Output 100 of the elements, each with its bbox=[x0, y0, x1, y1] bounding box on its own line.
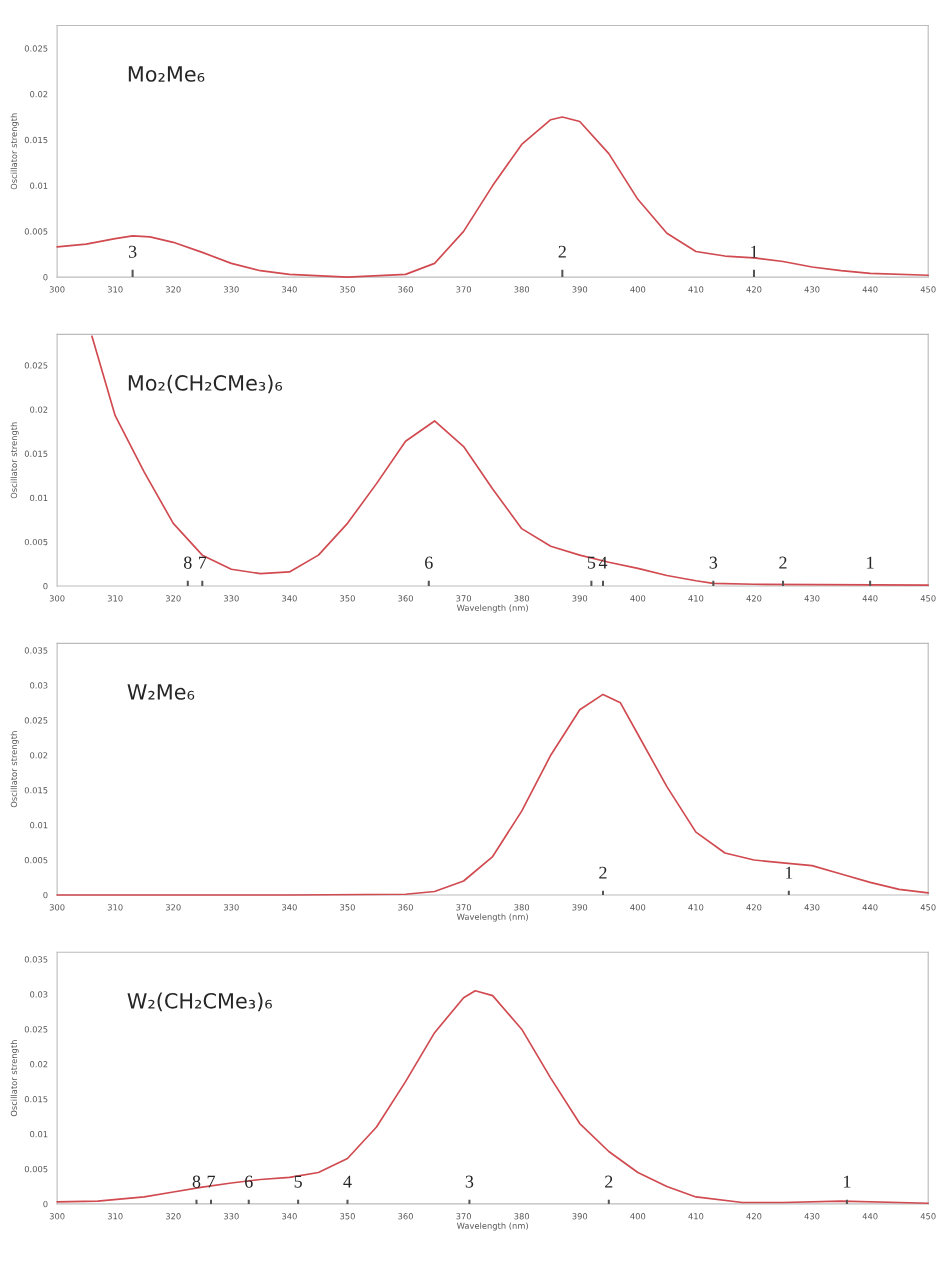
y-tick-label: 0 bbox=[43, 1200, 48, 1208]
x-tick-label: 390 bbox=[572, 595, 588, 602]
x-tick-label: 310 bbox=[107, 595, 123, 602]
x-tick-label: 380 bbox=[514, 1213, 530, 1220]
y-tick-label: 0.015 bbox=[24, 136, 48, 144]
annotation: 1 bbox=[867, 556, 874, 569]
x-tick-label: 350 bbox=[340, 904, 355, 911]
annotation: 3 bbox=[709, 556, 718, 569]
x-tick-label: 360 bbox=[398, 1213, 413, 1220]
y-tick-label: 0.005 bbox=[24, 857, 48, 864]
x-tick-label: 350 bbox=[340, 286, 355, 293]
x-tick-label: 370 bbox=[456, 1213, 472, 1220]
x-tick-label: 300 bbox=[49, 286, 65, 293]
annotation: 7 bbox=[198, 556, 207, 569]
x-tick-label: 300 bbox=[49, 595, 65, 602]
text: W₂(CH₂CMe₃)₆ bbox=[127, 992, 272, 1012]
x-tick-label: 410 bbox=[688, 1213, 704, 1220]
y-tick-label: 0.005 bbox=[24, 1165, 48, 1173]
y-tick-label: 0.02 bbox=[30, 752, 48, 759]
x-tick-label: 310 bbox=[107, 286, 123, 293]
x-tick-label: 380 bbox=[514, 286, 530, 293]
x-tick-label: 320 bbox=[165, 286, 181, 293]
x-axis-title: Wavelength (nm) bbox=[456, 604, 528, 613]
x-tick-label: 400 bbox=[630, 286, 646, 293]
x-axis-title: Wavelength (nm) bbox=[456, 913, 528, 922]
x-tick-label: 320 bbox=[165, 595, 181, 602]
y-axis-title: Oscillator strength bbox=[10, 731, 19, 808]
y-tick-label: 0 bbox=[43, 891, 48, 899]
x-tick-label: 310 bbox=[107, 904, 123, 911]
x-tick-label: 450 bbox=[920, 286, 936, 293]
text: Mo₂(CH₂CMe₃)₆ bbox=[128, 374, 283, 394]
x-tick-label: 370 bbox=[456, 904, 472, 911]
x-tick-label: 430 bbox=[804, 904, 820, 911]
y-tick-label: 0.025 bbox=[24, 1026, 48, 1033]
y-tick-label: 0.01 bbox=[30, 822, 48, 829]
y-tick-label: 0 bbox=[43, 274, 48, 281]
y-tick-label: 0.02 bbox=[30, 1061, 48, 1068]
x-tick-label: 440 bbox=[862, 595, 878, 602]
annotation: 3 bbox=[128, 245, 137, 258]
y-tick-label: 0.025 bbox=[24, 45, 48, 52]
x-tick-label: 340 bbox=[282, 286, 297, 293]
x-tick-label: 320 bbox=[165, 1213, 181, 1220]
y-tick-label: 0.01 bbox=[30, 1131, 48, 1138]
x-tick-label: 450 bbox=[920, 1213, 936, 1220]
x-tick-label: 420 bbox=[746, 904, 762, 911]
x-tick-label: 360 bbox=[398, 904, 413, 911]
line-series bbox=[91, 335, 930, 586]
x-tick-label: 390 bbox=[572, 286, 588, 293]
y-tick-label: 0.015 bbox=[24, 450, 48, 457]
annotation: 1 bbox=[785, 866, 793, 879]
x-tick-label: 370 bbox=[456, 286, 472, 293]
x-tick-label: 430 bbox=[804, 286, 820, 293]
y-axis-title: Oscillator strength bbox=[10, 422, 19, 499]
x-tick-label: 450 bbox=[920, 904, 936, 911]
y-tick-label: 0.015 bbox=[24, 1096, 48, 1103]
x-tick-label: 370 bbox=[456, 595, 472, 602]
annotation: 3 bbox=[465, 1175, 474, 1188]
x-tick-label: 420 bbox=[746, 286, 762, 293]
y-tick-label: 0.01 bbox=[30, 494, 48, 502]
y-tick-label: 0.025 bbox=[24, 717, 48, 724]
annotation: 2 bbox=[779, 556, 787, 569]
annotation: 8 bbox=[192, 1175, 201, 1188]
x-tick-label: 330 bbox=[224, 1213, 239, 1220]
x-tick-label: 440 bbox=[862, 286, 878, 293]
y-tick-label: 0.005 bbox=[24, 228, 48, 235]
x-tick-label: 340 bbox=[282, 595, 297, 602]
annotation: 4 bbox=[343, 1175, 352, 1188]
x-tick-label: 310 bbox=[107, 1213, 123, 1220]
y-tick-label: 0.03 bbox=[30, 682, 48, 689]
annotation: 2 bbox=[558, 245, 566, 258]
annotation: 5 bbox=[294, 1175, 302, 1188]
x-tick-label: 430 bbox=[804, 1213, 820, 1220]
y-tick-label: 0.035 bbox=[24, 647, 48, 654]
y-tick-label: 0.005 bbox=[24, 538, 48, 546]
x-tick-label: 400 bbox=[630, 1213, 646, 1220]
x-tick-label: 320 bbox=[165, 904, 181, 911]
y-axis-title: Oscillator strength bbox=[10, 1040, 19, 1117]
x-tick-label: 400 bbox=[630, 595, 646, 602]
y-tick-label: 0 bbox=[43, 583, 48, 590]
x-tick-label: 330 bbox=[224, 904, 239, 911]
annotation: 6 bbox=[425, 556, 433, 569]
annotation: 5 bbox=[587, 556, 596, 569]
x-tick-label: 400 bbox=[630, 904, 646, 911]
annotation: 2 bbox=[599, 866, 607, 879]
x-tick-label: 440 bbox=[862, 904, 878, 911]
x-tick-label: 380 bbox=[514, 595, 530, 602]
x-tick-label: 330 bbox=[224, 286, 239, 293]
y-axis-title: Oscillator strength bbox=[10, 113, 19, 190]
x-tick-label: 410 bbox=[688, 286, 704, 293]
annotation: 7 bbox=[207, 1175, 216, 1188]
x-tick-label: 450 bbox=[920, 595, 936, 602]
x-tick-label: 380 bbox=[514, 904, 530, 911]
annotation: 8 bbox=[183, 556, 192, 569]
x-tick-label: 410 bbox=[688, 904, 704, 911]
y-tick-label: 0.015 bbox=[24, 787, 48, 794]
x-tick-label: 420 bbox=[746, 595, 762, 602]
x-tick-label: 390 bbox=[572, 904, 588, 911]
x-axis-title: Wavelength (nm) bbox=[456, 1222, 528, 1231]
x-tick-label: 410 bbox=[688, 595, 704, 602]
y-tick-label: 0.035 bbox=[24, 956, 48, 963]
